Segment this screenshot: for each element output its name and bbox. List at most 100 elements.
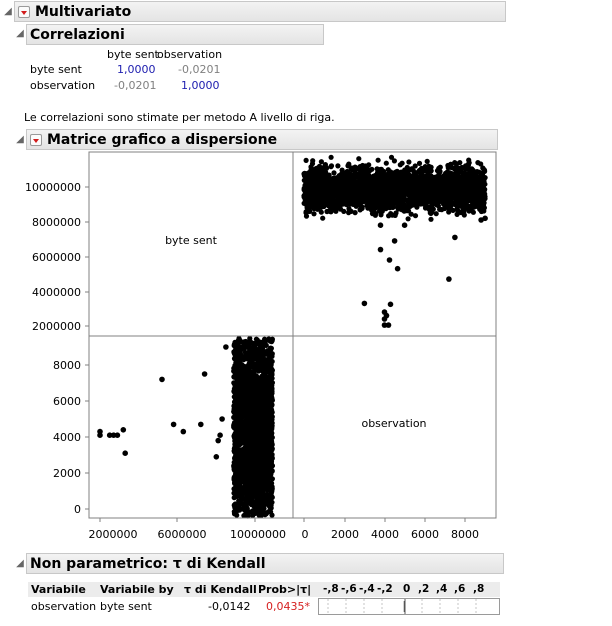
scatter-point: [418, 172, 424, 178]
scatter-point: [425, 182, 431, 189]
scatter-point: [396, 194, 403, 200]
scatter-point: [416, 160, 423, 166]
scatter-point: [260, 429, 267, 435]
x-tick-label: 6000000: [158, 528, 207, 541]
scatter-points-group: [97, 154, 488, 519]
scatter-point: [247, 482, 253, 488]
scatter-point: [367, 167, 373, 174]
scatter-point: [106, 432, 113, 439]
collapse-triangle-icon[interactable]: ◢: [16, 28, 24, 39]
scatter-point: [397, 162, 403, 168]
scatter-point: [388, 211, 394, 217]
scatter-matrix-header: Matrice grafico a dispersione: [26, 129, 498, 150]
scatter-point: [463, 171, 469, 177]
scatter-point: [248, 346, 255, 352]
scatter-point: [442, 205, 448, 212]
scatter-point: [264, 348, 270, 354]
scatter-point: [257, 393, 264, 399]
scatter-point: [479, 173, 485, 179]
scatter-point: [391, 185, 397, 191]
scatter-point: [452, 165, 458, 171]
red-triangle-menu-icon[interactable]: [18, 6, 30, 18]
scatter-point: [261, 473, 267, 479]
scatter-point: [252, 502, 258, 509]
scatter-point: [381, 193, 387, 199]
scatter-point: [460, 196, 466, 202]
y-tick-label: 4000: [53, 431, 81, 444]
scatter-matrix-plot[interactable]: byte sent observation 10000000 8000000 6…: [0, 150, 612, 546]
scatter-point: [315, 200, 321, 206]
scatter-point: [407, 193, 413, 199]
scatter-point: [264, 368, 270, 374]
scatter-point: [268, 466, 274, 472]
scatter-point: [436, 191, 442, 197]
scatter-point: [263, 379, 269, 385]
scatter-point: [378, 191, 384, 197]
scatter-point: [431, 188, 437, 194]
scatter-point: [461, 206, 467, 212]
collapse-triangle-icon[interactable]: ◢: [16, 134, 24, 145]
scatter-point: [269, 372, 275, 378]
scatter-point: [342, 179, 348, 185]
scatter-point: [233, 372, 240, 378]
scatter-point: [259, 346, 265, 352]
scatter-point: [269, 336, 275, 342]
scatter-point: [237, 489, 243, 495]
scatter-point: [268, 384, 274, 390]
scatter-point: [319, 178, 325, 184]
scatter-point: [474, 203, 480, 209]
scatter-point: [479, 192, 485, 198]
scatter-point: [360, 168, 367, 174]
scatter-point: [352, 210, 358, 216]
scatter-point: [482, 215, 488, 222]
scatter-point: [334, 188, 340, 194]
scatter-point: [264, 439, 270, 446]
scatter-point: [442, 184, 448, 190]
scatter-point: [237, 422, 243, 429]
red-triangle-menu-icon[interactable]: [30, 134, 42, 146]
collapse-triangle-icon[interactable]: ◢: [16, 558, 24, 569]
scatter-point: [254, 433, 260, 439]
scatter-point: [428, 168, 434, 174]
scatter-point: [241, 461, 247, 467]
scatter-point: [233, 356, 239, 362]
corr-value: -0,0201: [178, 63, 221, 76]
scatter-point: [241, 363, 247, 369]
scatter-point: [252, 367, 258, 373]
scatter-point: [234, 395, 240, 402]
scatter-point: [97, 432, 103, 439]
scatter-point: [461, 212, 467, 218]
multivariate-header: Multivariato: [14, 1, 506, 22]
scatter-point: [391, 238, 398, 244]
scatter-point: [377, 200, 384, 206]
scatter-point: [383, 160, 389, 166]
scatter-point: [233, 433, 239, 439]
scatter-point: [238, 406, 244, 412]
scatter-point: [247, 394, 253, 400]
scatter-point: [248, 339, 254, 346]
scatter-point: [426, 163, 432, 169]
collapse-triangle-icon[interactable]: ◢: [4, 6, 12, 17]
scatter-point: [362, 163, 368, 169]
scatter-point: [467, 203, 473, 210]
scatter-point: [260, 356, 266, 362]
y-tick-label: 2000: [53, 467, 81, 480]
scatter-point: [237, 369, 244, 375]
scatter-point: [436, 173, 442, 179]
scatter-point: [399, 183, 405, 190]
scatter-point: [315, 206, 321, 212]
scatter-point: [254, 382, 260, 388]
scatter-point: [256, 512, 262, 519]
scatter-point: [452, 160, 458, 166]
scatter-point: [365, 184, 371, 190]
scatter-point: [252, 373, 259, 379]
scatter-point: [269, 351, 275, 357]
scatter-point: [412, 213, 419, 219]
scatter-point: [323, 176, 329, 182]
scatter-point: [382, 199, 388, 205]
scatter-point: [266, 356, 272, 362]
scatter-point: [446, 276, 452, 282]
scatter-point: [262, 420, 268, 426]
scatter-point: [251, 509, 257, 515]
scatter-point: [256, 449, 262, 455]
